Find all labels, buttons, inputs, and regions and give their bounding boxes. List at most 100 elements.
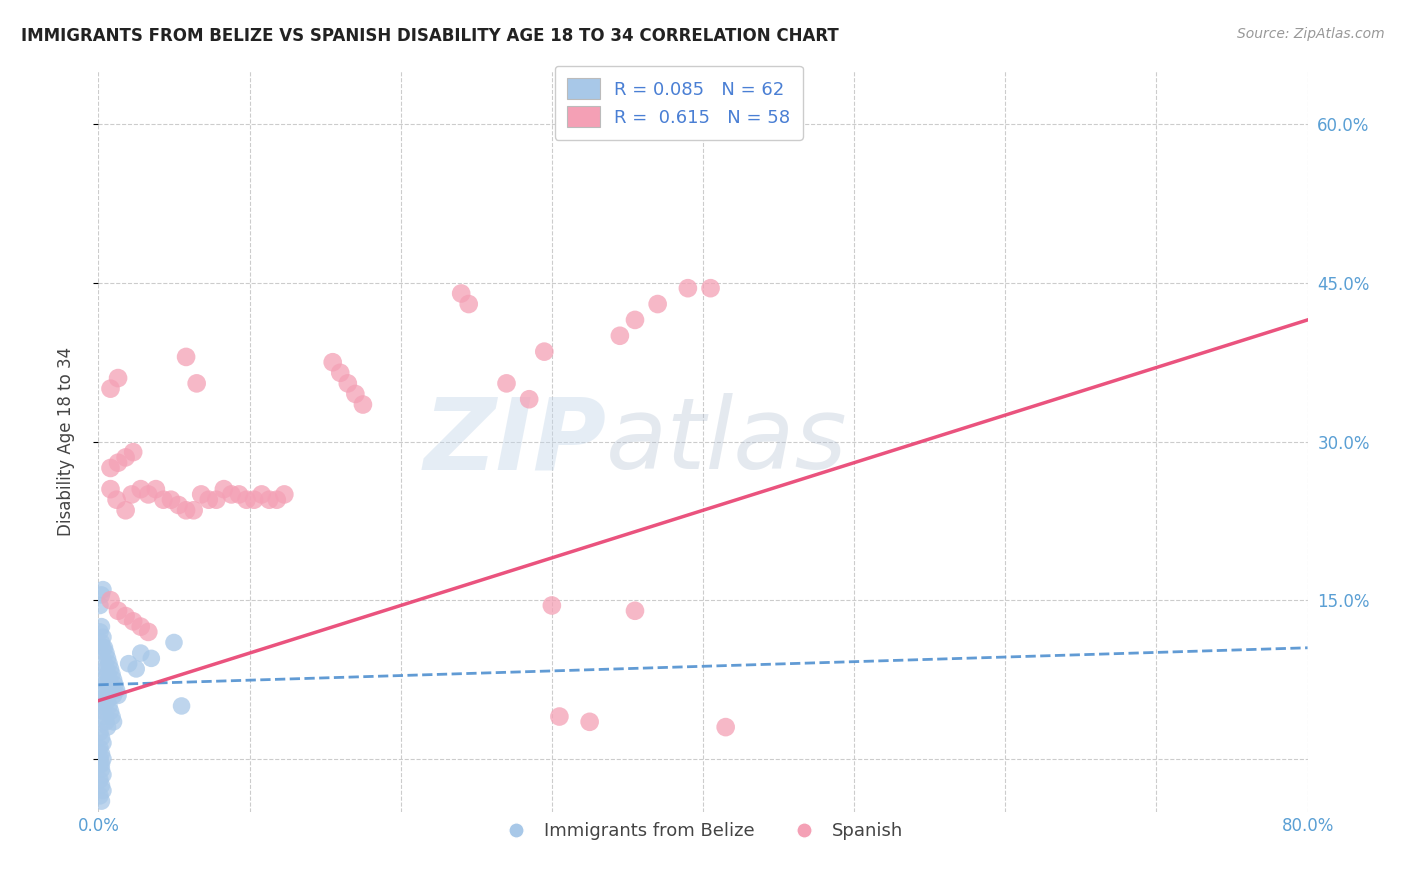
Text: atlas: atlas	[606, 393, 848, 490]
Point	[89, 752, 111, 766]
Point	[89, 694, 111, 708]
Point	[136, 487, 159, 501]
Point	[89, 772, 111, 787]
Point	[714, 720, 737, 734]
Point	[495, 376, 517, 391]
Point	[100, 382, 122, 396]
Point	[94, 714, 117, 729]
Point	[344, 387, 367, 401]
Point	[190, 487, 212, 501]
Point	[93, 709, 115, 723]
Point	[624, 604, 647, 618]
Point	[329, 366, 352, 380]
Point	[100, 482, 122, 496]
Point	[141, 651, 163, 665]
Point	[98, 698, 121, 713]
Point	[122, 445, 145, 459]
Point	[98, 673, 121, 687]
Point	[114, 609, 136, 624]
Point	[129, 619, 152, 633]
Point	[221, 487, 243, 501]
Point	[174, 503, 197, 517]
Point	[91, 640, 114, 655]
Point	[450, 286, 472, 301]
Text: ZIP: ZIP	[423, 393, 606, 490]
Point	[90, 635, 112, 649]
Point	[90, 588, 112, 602]
Point	[107, 689, 129, 703]
Point	[100, 593, 122, 607]
Point	[352, 398, 374, 412]
Point	[250, 487, 273, 501]
Point	[96, 694, 118, 708]
Point	[129, 482, 152, 496]
Point	[122, 615, 145, 629]
Point	[89, 624, 111, 639]
Point	[647, 297, 669, 311]
Point	[197, 492, 219, 507]
Point	[578, 714, 600, 729]
Point	[100, 704, 122, 718]
Point	[107, 456, 129, 470]
Point	[624, 313, 647, 327]
Point	[90, 794, 112, 808]
Point	[105, 492, 128, 507]
Point	[89, 757, 111, 772]
Point	[103, 673, 125, 687]
Point	[100, 461, 122, 475]
Point	[257, 492, 280, 507]
Point	[609, 328, 631, 343]
Point	[107, 604, 129, 618]
Point	[91, 736, 114, 750]
Point	[89, 789, 111, 803]
Point	[91, 630, 114, 644]
Point	[90, 763, 112, 777]
Point	[174, 350, 197, 364]
Point	[93, 683, 115, 698]
Point	[91, 767, 114, 781]
Point	[100, 662, 122, 676]
Point	[90, 731, 112, 745]
Point	[96, 667, 118, 681]
Point	[676, 281, 699, 295]
Point	[91, 783, 114, 797]
Point	[212, 482, 235, 496]
Point	[90, 673, 112, 687]
Point	[105, 683, 128, 698]
Point	[336, 376, 359, 391]
Point	[91, 752, 114, 766]
Point	[152, 492, 174, 507]
Point	[235, 492, 257, 507]
Point	[243, 492, 266, 507]
Point	[121, 487, 143, 501]
Point	[94, 662, 117, 676]
Legend: Immigrants from Belize, Spanish: Immigrants from Belize, Spanish	[495, 814, 911, 847]
Point	[118, 657, 141, 671]
Point	[167, 498, 190, 512]
Point	[90, 757, 112, 772]
Point	[96, 720, 118, 734]
Point	[129, 646, 152, 660]
Point	[114, 503, 136, 517]
Point	[517, 392, 540, 407]
Point	[93, 657, 115, 671]
Point	[90, 619, 112, 633]
Point	[170, 698, 193, 713]
Point	[125, 662, 148, 676]
Point	[94, 646, 117, 660]
Point	[205, 492, 228, 507]
Point	[89, 599, 111, 613]
Point	[136, 624, 159, 639]
Text: Source: ZipAtlas.com: Source: ZipAtlas.com	[1237, 27, 1385, 41]
Point	[94, 689, 117, 703]
Point	[163, 635, 186, 649]
Point	[101, 683, 124, 698]
Y-axis label: Disability Age 18 to 34: Disability Age 18 to 34	[56, 347, 75, 536]
Point	[322, 355, 344, 369]
Point	[104, 678, 127, 692]
Point	[103, 689, 125, 703]
Point	[186, 376, 208, 391]
Point	[266, 492, 288, 507]
Point	[98, 657, 121, 671]
Point	[540, 599, 562, 613]
